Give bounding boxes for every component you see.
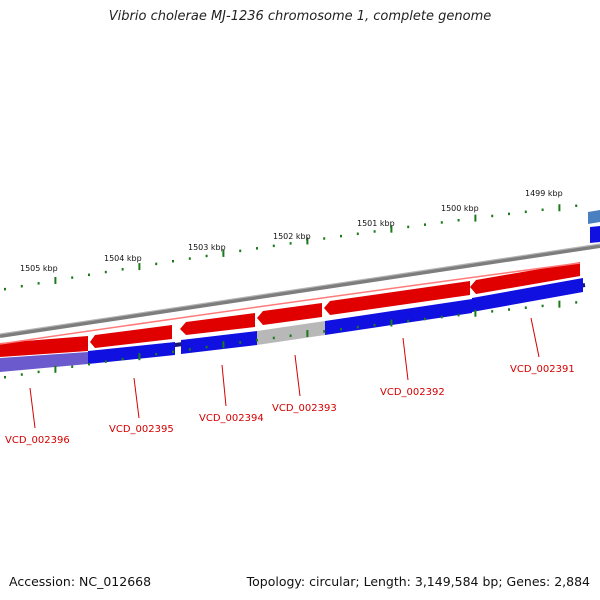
scale-labels: 1505 kbp 1504 kbp 1503 kbp 1502 kbp 1501… [20, 189, 563, 273]
reverse-cds [325, 299, 472, 335]
outer-scale-ticks [4, 204, 578, 291]
scale-label: 1503 kbp [188, 243, 226, 252]
scale-label: 1499 kbp [525, 189, 563, 198]
gene-labels: VCD_002396 VCD_002395 VCD_002394 VCD_002… [5, 364, 575, 446]
forward-gene [90, 325, 172, 348]
gene-label: VCD_002391 [510, 364, 575, 375]
forward-gene [470, 262, 580, 294]
map-title: Vibrio cholerae MJ-1236 chromosome 1, co… [108, 9, 492, 24]
scale-label: 1502 kbp [273, 232, 311, 241]
scale-label: 1504 kbp [104, 254, 142, 263]
forward-genes-track [0, 262, 581, 357]
gene-label: VCD_002394 [199, 413, 264, 424]
forward-gene [324, 281, 470, 315]
reverse-cds [0, 352, 88, 372]
gene-label: VCD_002393 [272, 403, 337, 414]
gene-label: VCD_002395 [109, 424, 174, 435]
genome-summary-text: Topology: circular; Length: 3,149,584 bp… [246, 574, 590, 589]
genome-backbone [0, 244, 600, 338]
reverse-cds [181, 331, 257, 354]
gene-label: VCD_002392 [380, 387, 445, 398]
scale-label: 1501 kbp [357, 219, 395, 228]
gene-label-leaders [29, 317, 540, 429]
accession-text: Accession: NC_012668 [9, 574, 152, 589]
gene-label: VCD_002396 [5, 435, 70, 446]
reverse-cds [88, 342, 175, 364]
inner-scale-ticks [4, 300, 578, 379]
forward-gene [180, 313, 255, 335]
reverse-cds [590, 226, 600, 243]
forward-gene [257, 303, 322, 325]
grey-feature [257, 321, 325, 345]
blue-feature [588, 210, 600, 224]
scale-label: 1500 kbp [441, 204, 479, 213]
scale-label: 1505 kbp [20, 264, 58, 273]
reverse-cds [472, 278, 583, 312]
